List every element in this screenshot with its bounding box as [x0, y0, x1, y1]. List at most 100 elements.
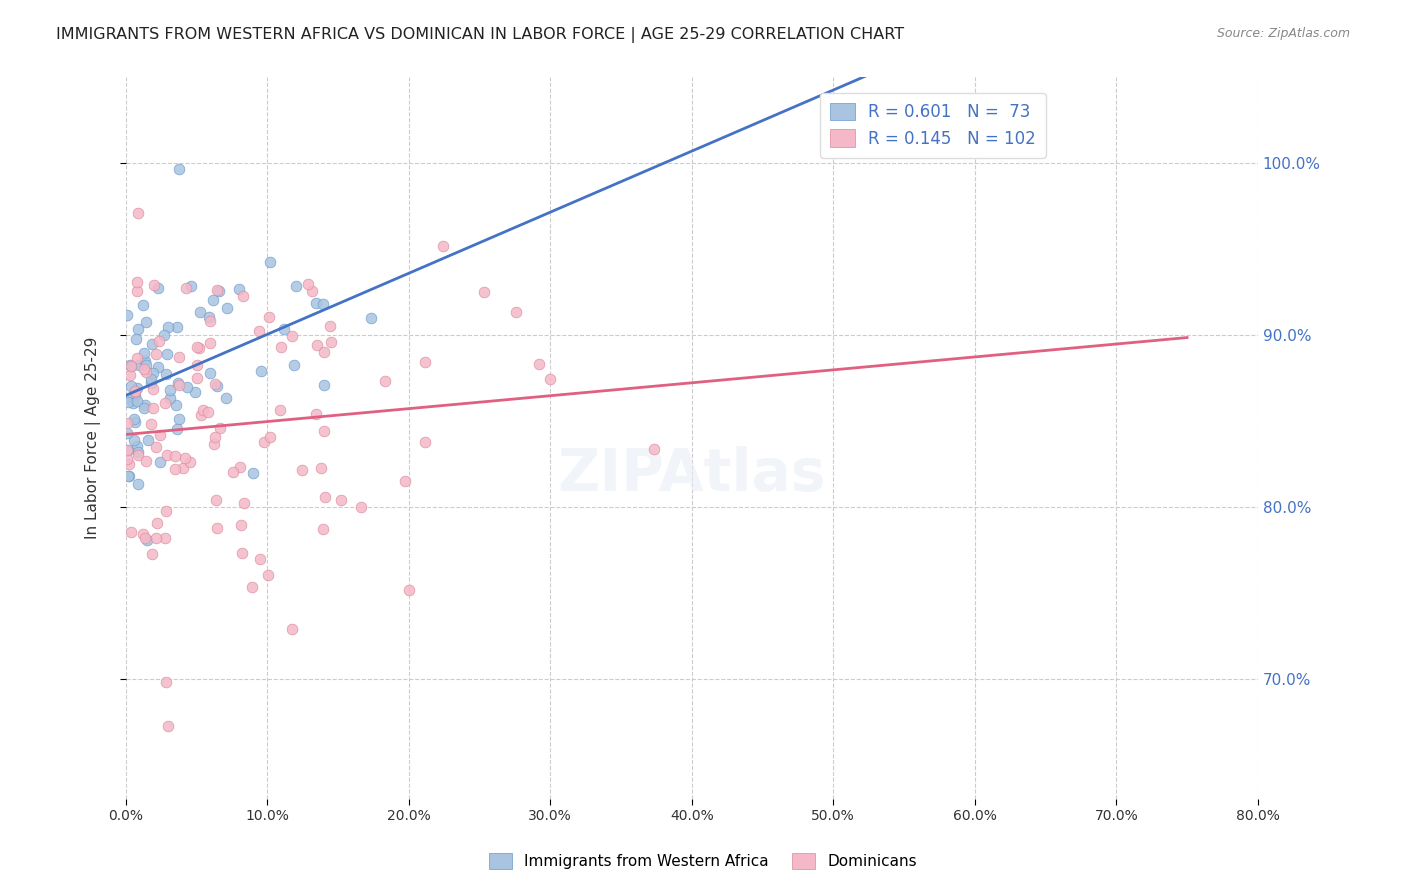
Point	[312, 378, 335, 392]
Point	[128, 358, 150, 372]
Point	[132, 526, 155, 541]
Point	[125, 332, 148, 346]
Point	[125, 381, 148, 395]
Point	[124, 389, 146, 403]
Point	[231, 546, 253, 560]
Point	[330, 493, 353, 508]
Point	[132, 401, 155, 415]
Point	[167, 412, 190, 426]
Point	[432, 239, 454, 253]
Point	[250, 364, 273, 378]
Legend: Immigrants from Western Africa, Dominicans: Immigrants from Western Africa, Dominica…	[484, 847, 922, 875]
Point	[174, 281, 197, 295]
Point	[117, 394, 139, 409]
Point	[127, 206, 149, 220]
Point	[149, 428, 172, 442]
Point	[118, 358, 141, 372]
Point	[120, 359, 142, 374]
Point	[198, 314, 221, 328]
Point	[145, 531, 167, 545]
Point	[156, 347, 179, 361]
Point	[117, 443, 139, 458]
Point	[166, 422, 188, 436]
Point	[153, 328, 176, 343]
Point	[135, 533, 157, 548]
Point	[240, 580, 263, 594]
Point	[205, 493, 228, 508]
Point	[201, 293, 224, 307]
Point	[249, 552, 271, 566]
Point	[149, 455, 172, 469]
Point	[134, 531, 156, 545]
Point	[180, 279, 202, 293]
Point	[125, 439, 148, 453]
Point	[157, 719, 180, 733]
Point	[176, 380, 198, 394]
Point	[142, 366, 165, 380]
Point	[215, 301, 238, 315]
Point	[505, 305, 527, 319]
Point	[122, 396, 145, 410]
Point	[153, 396, 176, 410]
Point	[167, 161, 190, 176]
Point	[135, 365, 157, 379]
Point	[127, 322, 149, 336]
Point	[398, 583, 420, 598]
Point	[165, 462, 187, 476]
Point	[305, 296, 328, 310]
Point	[643, 442, 665, 456]
Point	[141, 401, 163, 416]
Point	[186, 358, 208, 372]
Point	[253, 435, 276, 450]
Point	[247, 324, 270, 338]
Point	[374, 374, 396, 388]
Point	[115, 417, 138, 431]
Point	[124, 385, 146, 400]
Point	[273, 322, 295, 336]
Point	[125, 284, 148, 298]
Point	[127, 351, 149, 365]
Point	[197, 405, 219, 419]
Point	[115, 452, 138, 467]
Point	[141, 376, 163, 391]
Point	[214, 392, 236, 406]
Point	[148, 334, 170, 348]
Point	[134, 345, 156, 359]
Point	[318, 318, 340, 333]
Point	[198, 310, 221, 324]
Point	[146, 516, 169, 530]
Point	[141, 547, 163, 561]
Point	[124, 384, 146, 399]
Point	[222, 465, 245, 479]
Point	[291, 463, 314, 477]
Point	[139, 372, 162, 386]
Point	[155, 367, 177, 381]
Point	[312, 345, 335, 359]
Point	[167, 378, 190, 392]
Point	[311, 461, 333, 475]
Point	[269, 402, 291, 417]
Point	[145, 440, 167, 454]
Point	[232, 495, 254, 509]
Point	[204, 376, 226, 391]
Point	[187, 341, 209, 355]
Point	[259, 255, 281, 269]
Point	[172, 460, 194, 475]
Point	[301, 284, 323, 298]
Point	[166, 376, 188, 390]
Point	[202, 436, 225, 450]
Point	[413, 354, 436, 368]
Point	[304, 407, 326, 421]
Text: ZIPAtlas: ZIPAtlas	[557, 446, 827, 503]
Point	[124, 415, 146, 429]
Point	[270, 340, 292, 354]
Point	[127, 448, 149, 462]
Point	[120, 359, 142, 373]
Point	[120, 379, 142, 393]
Point	[205, 521, 228, 535]
Point	[125, 275, 148, 289]
Point	[135, 315, 157, 329]
Point	[257, 568, 280, 582]
Point	[314, 490, 336, 504]
Point	[242, 466, 264, 480]
